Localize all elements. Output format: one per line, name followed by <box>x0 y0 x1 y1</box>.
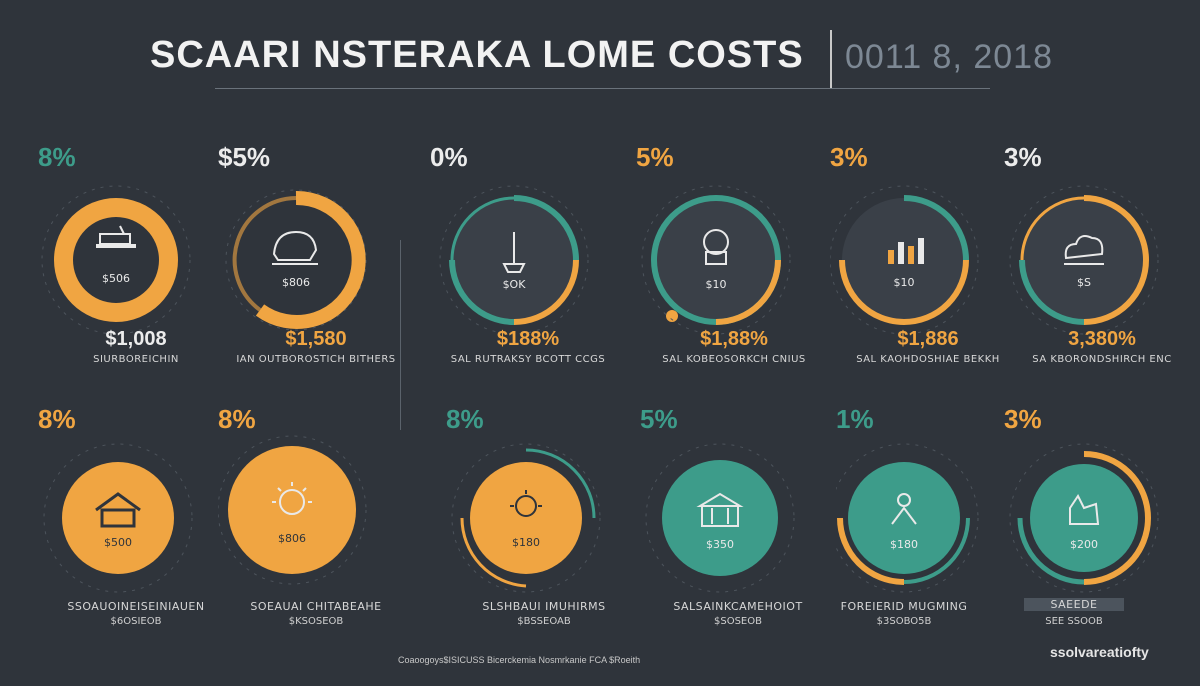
stat-card: 1% $180 FOREIERID MUGMING $3SOBO5B <box>836 404 1032 684</box>
stat-percent: 8% <box>446 404 484 434</box>
stat-card: 3% $10 $1,886 SAL KAOHDOSHIAE BEKKH <box>830 142 1026 422</box>
appliance-icon <box>272 230 318 265</box>
stat-dial: $10 <box>830 162 1026 352</box>
footer-note: Coaoogoys$ISICUSS Bicerckemia Nosmrkanie… <box>398 655 641 665</box>
stat-card: 8% $500 SSOAUOINEISEINIAUEN $6OSIEOB <box>38 404 234 684</box>
stat-card: 0% $OK $188% SAL RUTRAKSY BCOTT CCGS <box>430 142 626 422</box>
stat-caption: SAL RUTRAKSY BCOTT CCGS <box>450 354 606 365</box>
header: SCAARI NSTERAKA LOME COSTS 0011 8, 2018 <box>0 0 1200 100</box>
header-divider <box>215 88 990 89</box>
stat-dial: $10 <box>636 162 832 352</box>
stat-card: 5% $10 $1,88% SAL KOBEOSORKCH CNIUS <box>636 142 832 422</box>
stat-dial: $806 <box>218 162 414 352</box>
page-title: SCAARI NSTERAKA LOME COSTS <box>150 34 804 76</box>
dial-icon-text: $10 <box>894 276 915 289</box>
stat-amount: $1,886 <box>897 328 959 350</box>
stat-caption: SIURBOREICHIN <box>93 354 179 365</box>
stat-card: 3% $200 SAEEDE SEE SSOOB <box>1004 404 1200 684</box>
stat-caption: SLSHBAUI IMUHIRMS <box>482 600 606 613</box>
stat-dial: $180 <box>836 424 1032 614</box>
stat-percent: 5% <box>636 142 674 172</box>
stat-amount: 3,380% <box>1068 328 1136 350</box>
stat-percent: 8% <box>218 404 256 434</box>
stat-caption: SA KBORONDSHIRCH ENC <box>1032 354 1172 365</box>
stat-card: 8% $806 SOEAUAI CHITABEAHE $KSOSEOB <box>218 404 414 684</box>
stat-caption: FOREIERID MUGMING <box>840 600 968 613</box>
stat-percent: 5% <box>640 404 678 434</box>
dial-icon-text: $500 <box>104 536 132 549</box>
dial-icon-text: $806 <box>282 276 310 289</box>
stat-dial: $180 <box>446 424 642 614</box>
stat-dial: $S <box>1004 162 1200 352</box>
stat-caption: IAN OUTBOROSTICH BITHERS <box>236 354 396 365</box>
sun-icon <box>272 482 312 515</box>
dial-icon-text: $350 <box>706 538 734 551</box>
stat-caption-secondary: $BSSEOAB <box>517 616 571 627</box>
stat-dial: $806 <box>218 424 414 614</box>
stat-dial: $OK <box>430 162 626 352</box>
stat-percent: 3% <box>1004 142 1042 172</box>
stat-caption-secondary: SEE SSOOB <box>1045 616 1103 627</box>
stat-caption-secondary: $KSOSEOB <box>288 616 344 627</box>
stat-caption: SALSAINKCAMEHOIOT <box>673 600 803 613</box>
stat-percent: 0% <box>430 142 468 172</box>
stat-percent: 3% <box>1004 404 1042 434</box>
stat-percent: 8% <box>38 404 76 434</box>
stat-card: 8% $180 SLSHBAUI IMUHIRMS $BSSEOAB <box>446 404 642 684</box>
stat-amount: $188% <box>496 328 560 350</box>
stat-card: 8% $506 $1,008 SIURBOREICHIN <box>38 142 234 422</box>
stat-percent: 1% <box>836 404 874 434</box>
stat-caption: SAL KAOHDOSHIAE BEKKH <box>856 354 1000 365</box>
chart-icon <box>888 238 924 264</box>
stat-amount: $1,580 <box>285 328 347 350</box>
stat-percent: $5% <box>218 142 271 172</box>
stat-card: $5% $806 $1,580 IAN OUTBOROSTICH BITHERS <box>218 142 414 422</box>
house-icon <box>95 492 141 528</box>
dial-icon-text: $S <box>1077 276 1091 289</box>
center-divider <box>400 240 401 430</box>
stat-caption: SAEEDE <box>1024 598 1124 611</box>
brand-logo: ssolvareatiofty <box>1050 644 1149 660</box>
stat-amount: $1,008 <box>105 328 167 350</box>
stat-caption: SOEAUAI CHITABEAHE <box>250 600 382 613</box>
stat-percent: 3% <box>830 142 868 172</box>
chef-icon <box>703 229 729 265</box>
stat-dial: $500 <box>38 424 234 614</box>
hand-icon <box>1069 494 1100 525</box>
dial-icon-text: $506 <box>102 272 130 285</box>
stat-caption: SAL KOBEOSORKCH CNIUS <box>662 354 806 365</box>
dial-icon-text: $180 <box>512 536 540 549</box>
stat-card: 3% $S 3,380% SA KBORONDSHIRCH ENC <box>1004 142 1200 422</box>
cloud-icon <box>1064 235 1104 265</box>
stat-caption-secondary: $SOSEOB <box>714 616 762 627</box>
stat-dial: $200 <box>1004 424 1200 614</box>
stat-percent: 8% <box>38 142 76 172</box>
stat-card: 5% $350 SALSAINKCAMEHOIOT $SOSEOB <box>640 404 836 684</box>
dial-icon-text: $806 <box>278 532 306 545</box>
spark-icon <box>510 490 542 517</box>
building-icon <box>696 492 744 527</box>
stat-caption-secondary: $3SOBO5B <box>876 616 932 627</box>
lamp-icon <box>502 232 526 273</box>
dial-icon-text: $OK <box>503 278 527 291</box>
stat-caption: SSOAUOINEISEINIAUEN <box>67 600 205 613</box>
stat-dial: $350 <box>640 424 836 614</box>
dial-icon-text: $200 <box>1070 538 1098 551</box>
title-divider <box>830 30 832 88</box>
stat-dial: $506 <box>38 162 234 352</box>
page-subtitle: 0011 8, 2018 <box>845 38 1053 76</box>
figure-icon <box>891 493 917 525</box>
dial-icon-text: $10 <box>706 278 727 291</box>
stat-amount: $1,88% <box>700 328 768 350</box>
desk-icon <box>96 225 136 248</box>
stat-caption-secondary: $6OSIEOB <box>110 616 162 627</box>
dial-icon-text: $180 <box>890 538 918 551</box>
